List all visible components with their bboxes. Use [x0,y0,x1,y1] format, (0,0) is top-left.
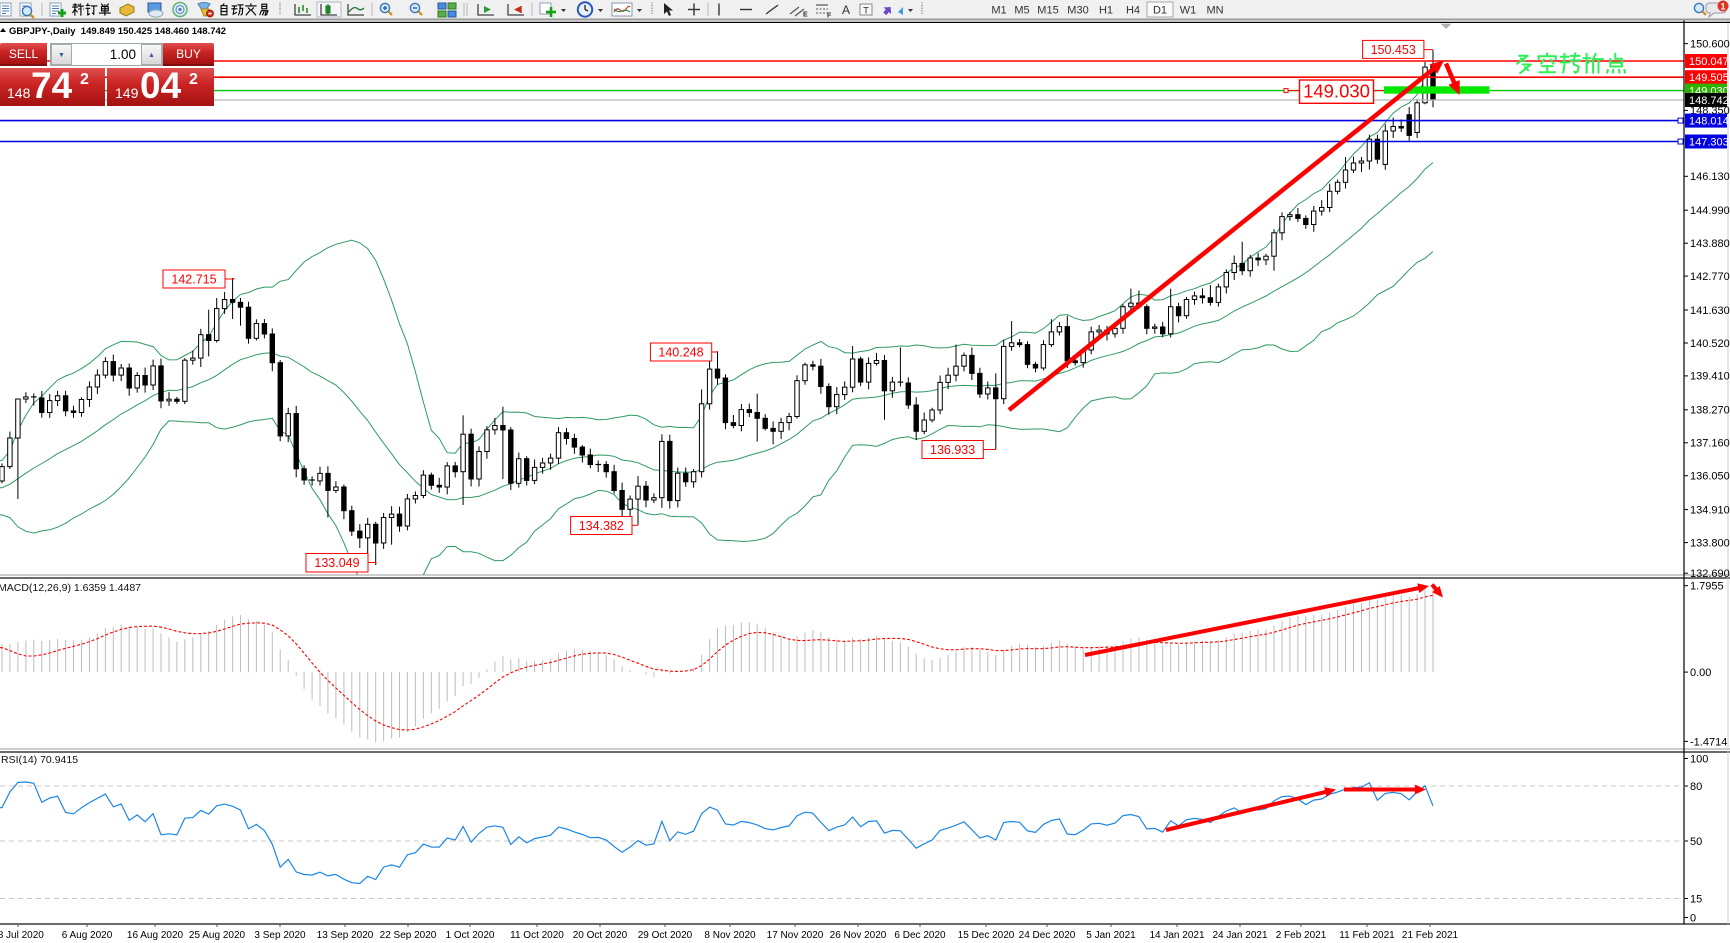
svg-text:11 Feb 2021: 11 Feb 2021 [1339,930,1395,941]
svg-text:142.715: 142.715 [171,273,216,287]
svg-text:15: 15 [1690,894,1702,906]
svg-text:26 Nov 2020: 26 Nov 2020 [830,930,887,941]
svg-text:M15: M15 [1037,5,1058,17]
svg-text:149.030: 149.030 [1303,81,1370,102]
svg-text:8 Nov 2020: 8 Nov 2020 [704,930,756,941]
svg-text:1: 1 [1720,2,1725,12]
svg-text:M30: M30 [1067,5,1088,17]
svg-text:136.050: 136.050 [1690,471,1730,483]
svg-text:29 Oct 2020: 29 Oct 2020 [638,930,693,941]
svg-text:3 Sep 2020: 3 Sep 2020 [254,930,306,941]
svg-text:150.600: 150.600 [1690,38,1730,50]
svg-text:134.382: 134.382 [579,519,624,533]
svg-text:80: 80 [1690,781,1702,793]
svg-text:F: F [827,13,832,20]
svg-text:141.630: 141.630 [1690,305,1730,317]
svg-text:13 Sep 2020: 13 Sep 2020 [317,930,374,941]
svg-text:14 Jan 2021: 14 Jan 2021 [1149,930,1204,941]
svg-text:6 Aug 2020: 6 Aug 2020 [62,930,113,941]
svg-text:24 Jan 2021: 24 Jan 2021 [1212,930,1267,941]
svg-text:5 Jan 2021: 5 Jan 2021 [1086,930,1136,941]
svg-text:20 Oct 2020: 20 Oct 2020 [573,930,628,941]
svg-text:RSI(14) 70.9415: RSI(14) 70.9415 [1,754,78,766]
svg-text:6 Dec 2020: 6 Dec 2020 [894,930,946,941]
svg-text:140.520: 140.520 [1690,338,1730,350]
svg-text:15 Dec 2020: 15 Dec 2020 [958,930,1015,941]
svg-text:H4: H4 [1126,5,1140,17]
svg-text:150.047: 150.047 [1689,56,1729,68]
svg-text:143.880: 143.880 [1690,238,1730,250]
svg-text:140.248: 140.248 [658,346,703,360]
svg-text:150.453: 150.453 [1371,43,1416,57]
svg-text:148.742: 148.742 [1689,95,1729,107]
svg-text:24 Dec 2020: 24 Dec 2020 [1019,930,1076,941]
svg-text:M1: M1 [991,5,1006,17]
svg-text:E: E [803,12,808,19]
svg-text:133.800: 133.800 [1690,537,1730,549]
svg-text:2 Feb 2021: 2 Feb 2021 [1276,930,1327,941]
svg-text:MACD(12,26,9) 1.6359 1.4487: MACD(12,26,9) 1.6359 1.4487 [0,582,141,594]
svg-text:134.910: 134.910 [1690,504,1730,516]
svg-text:16 Aug 2020: 16 Aug 2020 [127,930,184,941]
svg-text:144.990: 144.990 [1690,205,1730,217]
svg-text:0: 0 [1690,913,1696,925]
svg-text:25 Aug 2020: 25 Aug 2020 [189,930,246,941]
svg-text:148.014: 148.014 [1689,116,1729,128]
svg-text:MN: MN [1206,5,1223,17]
svg-text:147.303: 147.303 [1689,137,1729,149]
svg-text:11 Oct 2020: 11 Oct 2020 [510,930,564,941]
svg-text:22 Sep 2020: 22 Sep 2020 [380,930,437,941]
svg-text:28 Jul 2020: 28 Jul 2020 [0,930,44,941]
svg-text:D1: D1 [1153,5,1167,17]
svg-text:138.270: 138.270 [1690,405,1730,417]
svg-text:M5: M5 [1014,5,1029,17]
svg-text:1 Oct 2020: 1 Oct 2020 [446,930,495,941]
svg-text:136.933: 136.933 [930,443,975,457]
svg-text:T: T [863,6,869,17]
svg-text:-1.4714: -1.4714 [1690,736,1727,748]
svg-text:A: A [842,3,850,17]
svg-text:0.00: 0.00 [1690,667,1711,679]
svg-text:132.690: 132.690 [1690,568,1730,580]
svg-text:137.160: 137.160 [1690,438,1730,450]
svg-text:17 Nov 2020: 17 Nov 2020 [767,930,824,941]
svg-text:142.770: 142.770 [1690,271,1730,283]
svg-text:133.049: 133.049 [314,556,359,570]
svg-text:21 Feb 2021: 21 Feb 2021 [1402,930,1459,941]
svg-text:50: 50 [1690,836,1702,848]
svg-text:1.7955: 1.7955 [1690,581,1724,593]
svg-text:100: 100 [1690,754,1708,766]
svg-text:139.410: 139.410 [1690,371,1730,383]
svg-text:W1: W1 [1180,5,1197,17]
svg-text:146.130: 146.130 [1690,171,1730,183]
svg-text:H1: H1 [1099,5,1113,17]
svg-text:149.505: 149.505 [1689,72,1729,84]
